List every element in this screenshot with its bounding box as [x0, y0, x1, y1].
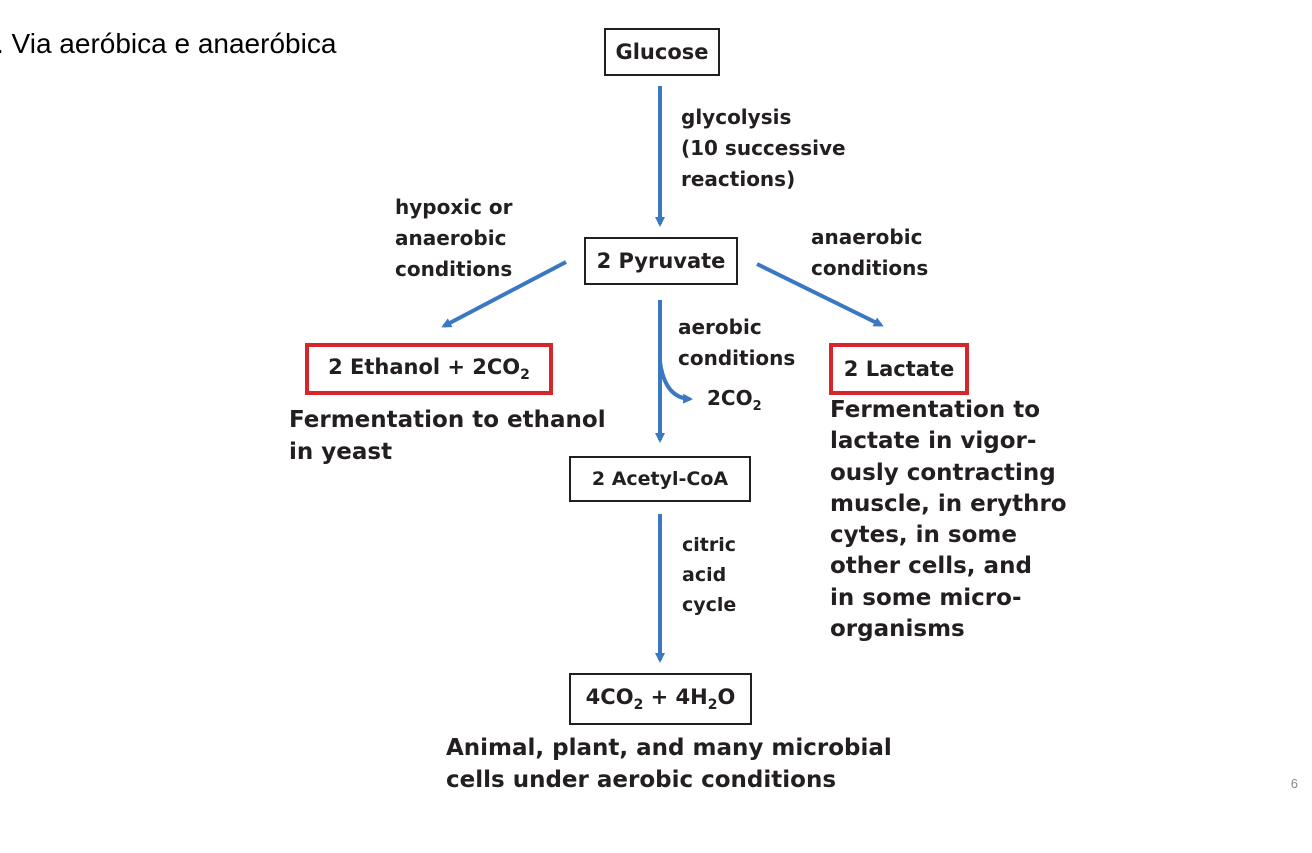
- lactate-caption-line-7: in some micro-: [830, 584, 1022, 611]
- acetyl-coa-node: 2 Acetyl-CoA: [569, 456, 751, 502]
- citric-line-1: citric: [682, 534, 737, 556]
- hypoxic-line-3: conditions: [395, 257, 513, 281]
- final-co2-subscript: 2: [633, 697, 644, 714]
- lactate-caption-line-3: ously contracting: [830, 459, 1056, 486]
- lactate-caption-line-8: organisms: [830, 616, 965, 643]
- citric-line-2: acid: [682, 564, 727, 586]
- lactate-caption-line-1: Fermentation to: [830, 397, 1041, 423]
- ethanol-formula: 2 Ethanol + 2CO: [328, 354, 521, 379]
- aerobic-caption-line-1: Animal, plant, and many microbial: [446, 735, 892, 761]
- hypoxic-line-2: anaerobic: [395, 226, 507, 250]
- lactate-caption-line-6: other cells, and: [830, 553, 1032, 580]
- glucose-node: Glucose: [604, 28, 720, 76]
- arrow-to-lactate: [756, 262, 884, 327]
- co2-subscript: 2: [752, 399, 762, 414]
- lactate-caption-line-2: lactate in vigor-: [830, 428, 1037, 455]
- citric-acid-cycle-label: citric acid cycle: [682, 530, 736, 620]
- glycolysis-line-1: glycolysis: [681, 105, 792, 129]
- ethanol-caption-line-1: Fermentation to ethanol: [289, 407, 606, 433]
- arrow-co2-branch: [658, 361, 693, 404]
- glycolysis-label: glycolysis (10 successive reactions): [681, 102, 846, 195]
- ethanol-caption-line-2: in yeast: [289, 439, 393, 465]
- glycolysis-line-3: reactions): [681, 167, 796, 191]
- ethanol-subscript: 2: [520, 367, 530, 384]
- final-h2o-text: + 4H: [643, 684, 708, 709]
- final-co2-text: 4CO: [585, 684, 634, 709]
- co2-text: 2CO: [707, 386, 753, 410]
- arrow-to-ethanol: [441, 260, 567, 328]
- pyruvate-node: 2 Pyruvate: [584, 237, 738, 285]
- ethanol-caption: Fermentation to ethanol in yeast: [289, 404, 606, 468]
- lactate-label: 2 Lactate: [843, 357, 955, 381]
- page-number: 6: [1290, 776, 1298, 791]
- aerobic-label: aerobic conditions: [678, 312, 795, 374]
- citric-line-3: cycle: [682, 594, 737, 616]
- final-h2o-subscript: 2: [707, 697, 718, 714]
- hypoxic-line-1: hypoxic or: [395, 195, 513, 219]
- aerobic-caption-line-2: cells under aerobic conditions: [446, 767, 837, 793]
- aerobic-caption: Animal, plant, and many microbial cells …: [446, 732, 892, 796]
- acetyl-coa-label: 2 Acetyl-CoA: [591, 468, 729, 490]
- lactate-node: 2 Lactate: [829, 343, 969, 395]
- lactate-caption-line-4: muscle, in erythro: [830, 490, 1067, 517]
- ethanol-node: 2 Ethanol + 2CO2: [305, 343, 553, 395]
- glucose-label: Glucose: [615, 40, 709, 64]
- anaerobic-line-2: conditions: [811, 256, 929, 280]
- pyruvate-label: 2 Pyruvate: [596, 249, 726, 273]
- hypoxic-label: hypoxic or anaerobic conditions: [395, 192, 513, 285]
- glycolysis-line-2: (10 successive: [681, 136, 846, 160]
- anaerobic-right-label: anaerobic conditions: [811, 222, 928, 284]
- lactate-caption-line-5: cytes, in some: [830, 522, 1017, 549]
- ethanol-label: 2 Ethanol + 2CO2: [328, 355, 530, 383]
- final-o-text: O: [717, 684, 736, 709]
- co2-label: 2CO2: [707, 383, 762, 422]
- aerobic-line-2: conditions: [678, 346, 796, 370]
- lactate-caption: Fermentation to lactate in vigor- ously …: [830, 395, 1067, 645]
- anaerobic-line-1: anaerobic: [811, 225, 923, 249]
- aerobic-line-1: aerobic: [678, 315, 762, 339]
- final-products-label: 4CO2 + 4H2O: [586, 685, 736, 713]
- slide-title: . Via aeróbica e anaeróbica: [0, 28, 337, 59]
- final-products-node: 4CO2 + 4H2O: [569, 673, 752, 725]
